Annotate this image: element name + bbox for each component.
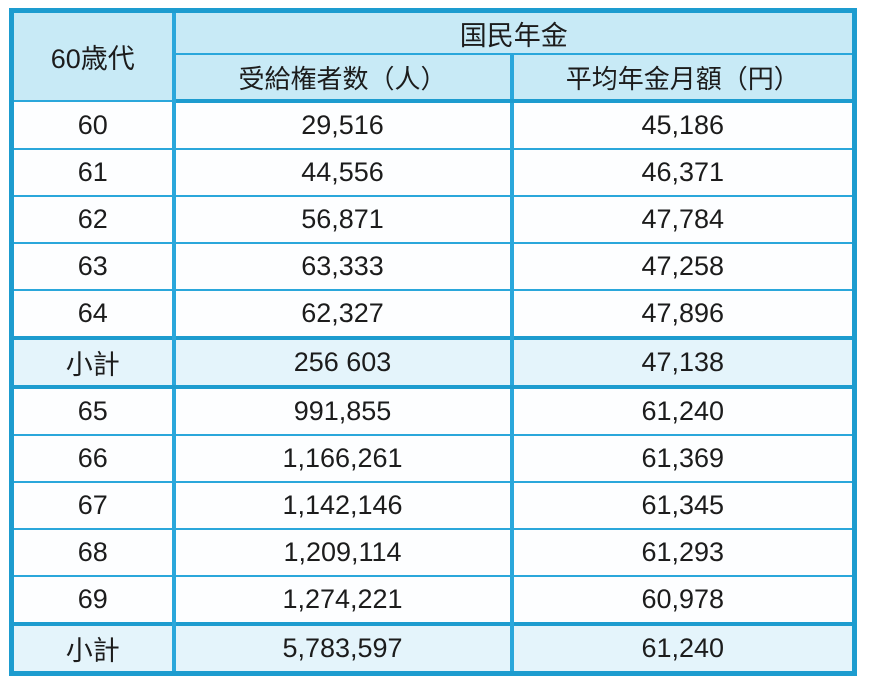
recipients-cell: 1,142,146 [171, 481, 514, 530]
table-row: 68 1,209,114 61,293 [9, 528, 857, 577]
table-row: 66 1,166,261 61,369 [9, 434, 857, 483]
table-row: 69 1,274,221 60,978 [9, 575, 857, 625]
recipients-cell: 991,855 [171, 386, 514, 436]
pension-table-container: 60歳代 国民年金 受給権者数（人） 平均年金月額（円） 60 29,516 4… [9, 8, 857, 676]
table-row: 60 29,516 45,186 [9, 100, 857, 150]
age-cell: 小計 [9, 622, 176, 676]
table-body: 60 29,516 45,186 61 44,556 46,371 62 56,… [9, 100, 857, 676]
recipients-cell: 56,871 [171, 195, 514, 244]
pension-type-header-cell: 国民年金 [171, 9, 857, 55]
table-row: 64 62,327 47,896 [9, 289, 857, 339]
column-header-avg-amount: 平均年金月額（円） [509, 53, 857, 103]
recipients-cell: 1,166,261 [171, 434, 514, 483]
avg-amount-cell: 45,186 [509, 100, 857, 150]
age-cell: 63 [9, 242, 176, 291]
age-cell: 68 [9, 528, 176, 577]
table-row: 63 63,333 47,258 [9, 242, 857, 291]
recipients-cell: 1,274,221 [171, 575, 514, 625]
age-cell: 62 [9, 195, 176, 244]
recipients-cell: 63,333 [171, 242, 514, 291]
pension-table: 60歳代 国民年金 受給権者数（人） 平均年金月額（円） 60 29,516 4… [9, 8, 857, 676]
age-cell: 67 [9, 481, 176, 530]
header-row-sub: 受給権者数（人） 平均年金月額（円） [12, 53, 857, 103]
age-cell: 64 [9, 289, 176, 339]
avg-amount-cell: 61,240 [509, 386, 857, 436]
recipients-cell: 44,556 [171, 148, 514, 197]
table-row: 61 44,556 46,371 [9, 148, 857, 197]
avg-amount-cell: 60,978 [509, 575, 857, 625]
recipients-cell: 1,209,114 [171, 528, 514, 577]
recipients-cell: 5,783,597 [171, 622, 514, 676]
age-cell: 69 [9, 575, 176, 625]
header-row-top: 60歳代 国民年金 [9, 9, 857, 102]
age-cell: 66 [9, 434, 176, 483]
avg-amount-cell: 61,240 [509, 622, 857, 676]
avg-amount-cell: 47,896 [509, 289, 857, 339]
age-cell: 60 [9, 100, 176, 150]
table-row: 小計 5,783,597 61,240 [9, 622, 857, 676]
age-cell: 小計 [9, 336, 176, 389]
avg-amount-cell: 61,345 [509, 481, 857, 530]
avg-amount-cell: 61,293 [509, 528, 857, 577]
table-row: 67 1,142,146 61,345 [9, 481, 857, 530]
table-row: 65 991,855 61,240 [9, 386, 857, 436]
table-row: 小計 256 603 47,138 [9, 336, 857, 389]
avg-amount-cell: 61,369 [509, 434, 857, 483]
age-group-header-cell: 60歳代 [9, 9, 176, 102]
recipients-cell: 29,516 [171, 100, 514, 150]
age-cell: 61 [9, 148, 176, 197]
avg-amount-cell: 46,371 [509, 148, 857, 197]
recipients-cell: 62,327 [171, 289, 514, 339]
column-header-recipients: 受給権者数（人） [171, 53, 514, 103]
age-cell: 65 [9, 386, 176, 436]
table-row: 62 56,871 47,784 [9, 195, 857, 244]
avg-amount-cell: 47,258 [509, 242, 857, 291]
avg-amount-cell: 47,784 [509, 195, 857, 244]
recipients-cell: 256 603 [171, 336, 514, 389]
avg-amount-cell: 47,138 [509, 336, 857, 389]
